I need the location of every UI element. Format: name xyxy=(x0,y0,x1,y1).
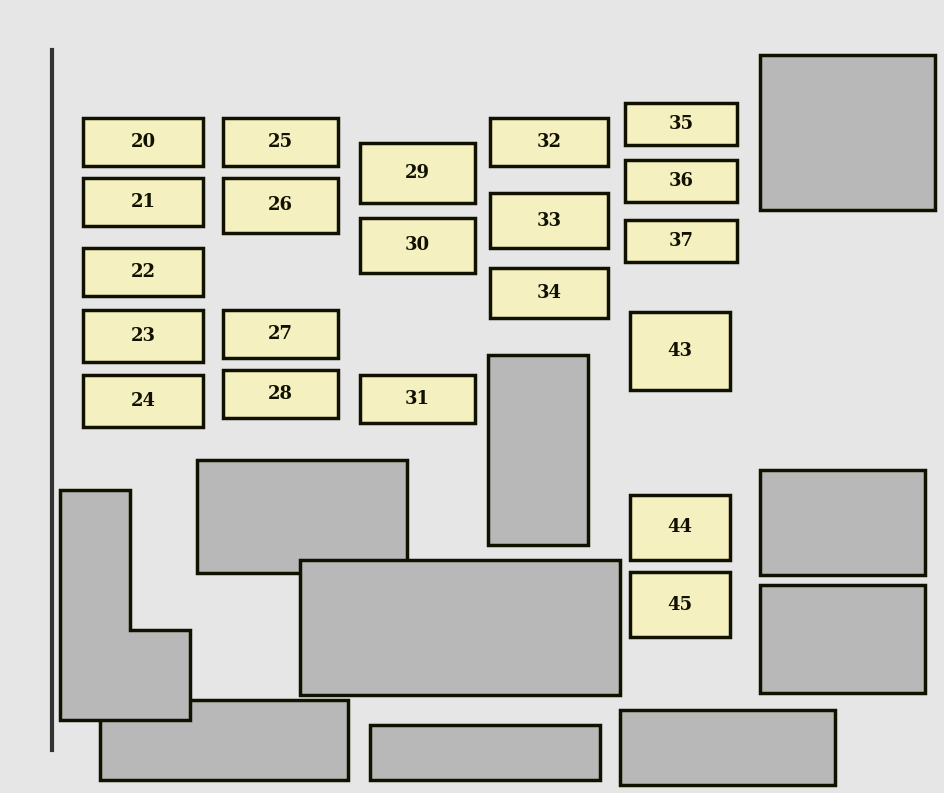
Bar xyxy=(619,710,834,785)
Text: 25: 25 xyxy=(268,133,293,151)
Text: 34: 34 xyxy=(536,284,561,302)
Text: 45: 45 xyxy=(666,596,692,614)
Bar xyxy=(370,725,599,780)
Bar xyxy=(83,118,203,166)
Bar xyxy=(624,103,736,145)
Bar xyxy=(83,375,203,427)
Bar xyxy=(83,248,203,296)
Text: 37: 37 xyxy=(667,232,693,250)
Polygon shape xyxy=(59,490,190,720)
Text: 21: 21 xyxy=(130,193,156,211)
Text: 26: 26 xyxy=(268,197,293,214)
Bar xyxy=(223,178,338,233)
Bar xyxy=(83,178,203,226)
Bar xyxy=(196,460,407,573)
Text: 36: 36 xyxy=(667,172,693,190)
Text: 32: 32 xyxy=(536,133,561,151)
Bar xyxy=(630,312,729,390)
Bar xyxy=(487,355,587,545)
Bar xyxy=(490,118,607,166)
Bar xyxy=(759,470,924,575)
Text: 20: 20 xyxy=(130,133,156,151)
Bar xyxy=(223,310,338,358)
Text: 33: 33 xyxy=(536,212,561,229)
Text: 27: 27 xyxy=(268,325,293,343)
Bar xyxy=(360,218,475,273)
Text: 35: 35 xyxy=(667,115,693,133)
Text: 22: 22 xyxy=(130,263,156,281)
Bar xyxy=(630,572,729,637)
Bar xyxy=(360,143,475,203)
Bar xyxy=(83,310,203,362)
Text: 43: 43 xyxy=(666,342,692,360)
Bar xyxy=(490,268,607,318)
Text: 31: 31 xyxy=(405,390,430,408)
Bar xyxy=(630,495,729,560)
Bar xyxy=(759,55,934,210)
Bar xyxy=(360,375,475,423)
Text: 29: 29 xyxy=(405,164,430,182)
Text: 24: 24 xyxy=(130,392,156,410)
Bar xyxy=(759,585,924,693)
Bar xyxy=(223,370,338,418)
Bar xyxy=(624,220,736,262)
Text: 28: 28 xyxy=(268,385,293,403)
Text: 23: 23 xyxy=(130,327,156,345)
Bar xyxy=(100,700,347,780)
Bar xyxy=(490,193,607,248)
Bar xyxy=(624,160,736,202)
Bar xyxy=(223,118,338,166)
Text: 44: 44 xyxy=(666,519,692,537)
Text: 30: 30 xyxy=(405,236,430,255)
Bar xyxy=(299,560,619,695)
